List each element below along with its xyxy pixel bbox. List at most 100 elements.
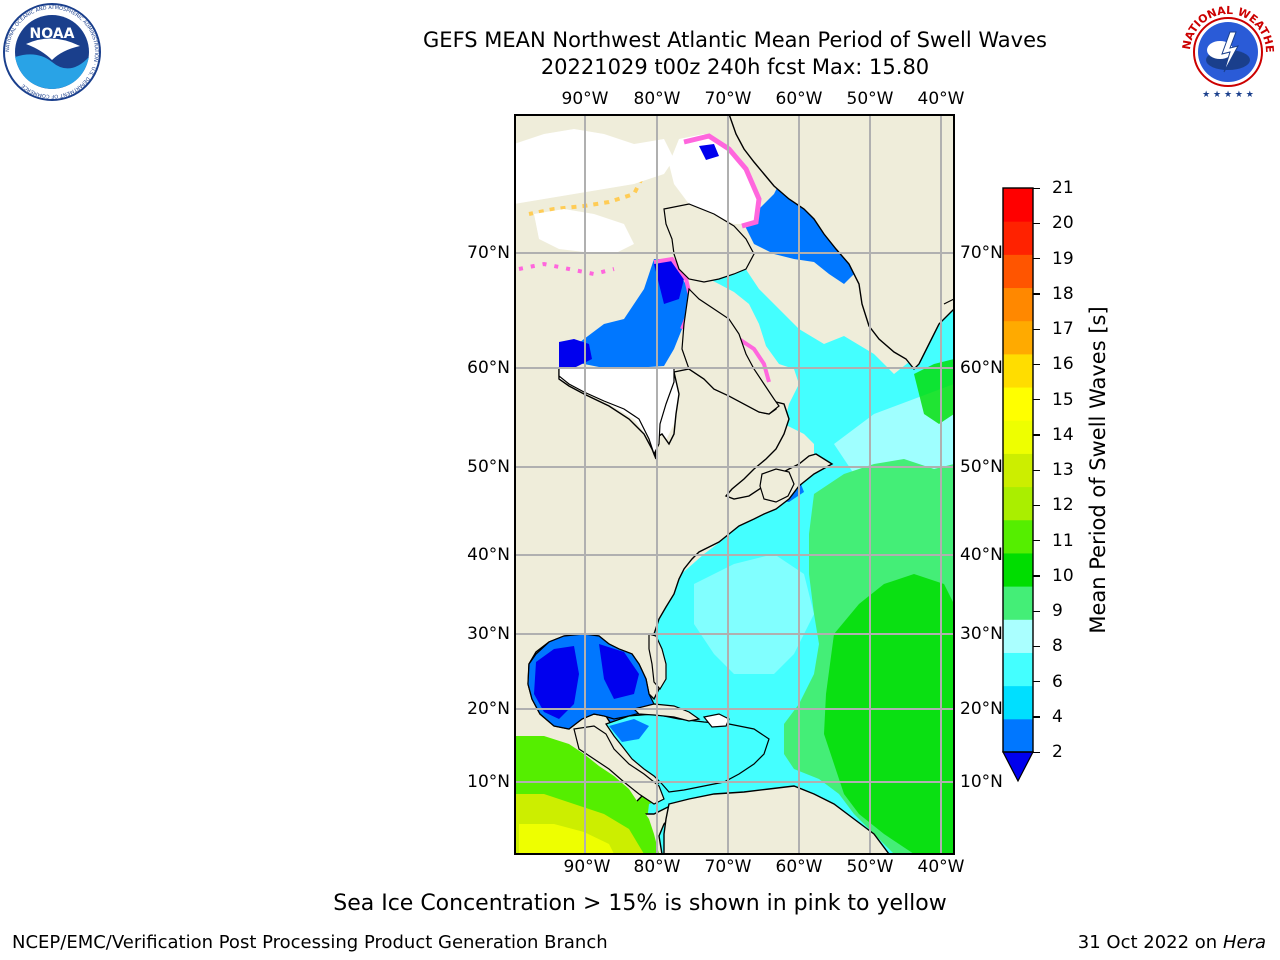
colorbar-block [1003, 652, 1033, 687]
newfoundland [759, 468, 795, 503]
nws-logo: NATIONAL WEATHER SERVICE ★ ★ ★ ★ ★ [1174, 0, 1278, 102]
footer-date-text: 31 Oct 2022 on [1077, 932, 1223, 953]
lat-label-left: 70°N [467, 243, 510, 263]
lon-label-top: 90°W [561, 89, 609, 109]
colorbar-tick-label: 14 [1052, 424, 1074, 445]
footer-credit: NCEP/EMC/Verification Post Processing Pr… [12, 932, 608, 953]
lat-label-right: 10°N [960, 772, 1003, 792]
svg-text:★ ★ ★ ★ ★: ★ ★ ★ ★ ★ [1202, 90, 1254, 100]
colorbar-tick-mark [1033, 258, 1040, 260]
colorbar-tick-label: 11 [1052, 530, 1074, 551]
colorbar-block [1003, 188, 1033, 222]
map-frame [514, 114, 955, 855]
bright-green-zone [914, 359, 954, 424]
bright-green-zone [824, 574, 954, 854]
colorbar-tick-mark [1033, 328, 1040, 330]
ice-edge-yellow [518, 261, 615, 277]
colorbar-block [1003, 486, 1033, 521]
colorbar-block [1003, 718, 1033, 753]
colorbar-block [1003, 420, 1033, 454]
colorbar-tick-label: 9 [1052, 601, 1063, 621]
lat-label-left: 20°N [467, 699, 510, 719]
lon-label-top: 50°W [846, 89, 894, 109]
hudson-ice [558, 367, 675, 456]
lat-label-right: 50°N [960, 457, 1003, 477]
colorbar-block [1003, 254, 1033, 289]
colorbar-tick-mark [1033, 575, 1040, 577]
lon-label-top: 60°W [775, 89, 823, 109]
colorbar-tick-mark [1033, 434, 1040, 436]
footer-host: Hera [1222, 932, 1266, 953]
graticule [514, 114, 954, 854]
colorbar-tick-mark [1033, 222, 1040, 225]
colorbar-tick-mark [1033, 293, 1040, 295]
colorbar-tick-label: 6 [1052, 671, 1063, 692]
lon-label-bottom: 70°W [704, 857, 752, 877]
colorbar-tick-label: 18 [1052, 283, 1074, 304]
colorbar-tick-mark [1033, 645, 1040, 648]
lon-label-bottom: 60°W [775, 857, 823, 877]
colorbar-tick-mark [1033, 187, 1040, 189]
lat-label-left: 50°N [467, 457, 510, 477]
sea-ice-note: Sea Ice Concentration > 15% is shown in … [333, 891, 947, 916]
hudson-bay-deep [559, 339, 592, 368]
colorbar-block [1003, 685, 1033, 720]
lat-label-left: 40°N [467, 545, 510, 565]
colorbar-block [1003, 619, 1033, 653]
pacific-bright-yellow [519, 824, 614, 854]
colorbar-tick-mark [1033, 540, 1040, 542]
colorbar-tick-mark [1033, 399, 1040, 401]
colorbar-tick-label: 4 [1052, 706, 1063, 727]
colorbar-under-triangle [1002, 751, 1034, 783]
noaa-emblem-icon: NOAA NATIONAL OCEANIC AND ATMOSPHERIC AD… [3, 3, 101, 101]
colorbar-tick-mark [1033, 751, 1040, 753]
lon-label-bottom: 80°W [633, 857, 681, 877]
hudson-bay-region [559, 259, 692, 368]
iceland-coast [943, 298, 954, 305]
nws-emblem-icon: NATIONAL WEATHER SERVICE ★ ★ ★ ★ ★ [1174, 0, 1276, 100]
forecast-subtitle: 20221029 t00z 240h fcst Max: 15.80 [540, 55, 930, 79]
colorbar-tick-label: 15 [1052, 389, 1074, 410]
colorbar-block [1003, 552, 1033, 587]
gulf-deep-water [534, 646, 579, 719]
colorbar-tick-mark [1033, 363, 1040, 366]
sea-ice-edge [737, 337, 771, 383]
labrador-sea-region [744, 169, 859, 284]
lat-label-left: 60°N [467, 358, 510, 378]
colorbar-tick-mark [1033, 681, 1040, 683]
colorbar-block [1003, 221, 1033, 255]
colorbar-block [1003, 453, 1033, 488]
colorbar-tick-mark [1033, 716, 1040, 718]
baffin-island [663, 203, 755, 283]
colorbar-tick-mark [1033, 504, 1040, 507]
lat-label-left: 10°N [467, 772, 510, 792]
lat-label-right: 40°N [960, 545, 1003, 565]
swell-period-map [514, 114, 955, 855]
colorbar-tick-label: 12 [1052, 495, 1074, 516]
colorbar-tick-label: 17 [1052, 319, 1074, 339]
hudson-bay-deep [654, 259, 684, 304]
caribbean-blue [609, 719, 649, 742]
colorbar-tick-label: 10 [1052, 565, 1074, 586]
colorbar-block [1003, 320, 1033, 355]
central-america-land [573, 725, 665, 805]
colorbar-block [1003, 387, 1033, 421]
greenland-land [728, 114, 954, 371]
lon-label-bottom: 90°W [563, 857, 611, 877]
noaa-logo: NOAA NATIONAL OCEANIC AND ATMOSPHERIC AD… [2, 2, 102, 102]
colorbar-block [1003, 519, 1033, 554]
lat-label-left: 30°N [467, 624, 510, 644]
sea-ice-edge [683, 133, 762, 229]
colorbar-tick-label: 20 [1052, 213, 1074, 234]
colorbar-blocks [1003, 188, 1033, 753]
colorbar-tick-mark [1033, 610, 1040, 612]
lon-label-bottom: 40°W [917, 857, 965, 877]
colorbar-tick-label: 21 [1052, 178, 1074, 198]
svg-text:NOAA: NOAA [30, 26, 75, 42]
colorbar-tick-label: 8 [1052, 636, 1063, 657]
colorbar-label: Mean Period of Swell Waves [s] [1086, 306, 1110, 634]
colorbar-tick-label: 19 [1052, 248, 1074, 269]
colorbar-block [1003, 353, 1033, 388]
colorbar-block [1003, 287, 1033, 322]
ocean-light-zone [694, 554, 814, 674]
